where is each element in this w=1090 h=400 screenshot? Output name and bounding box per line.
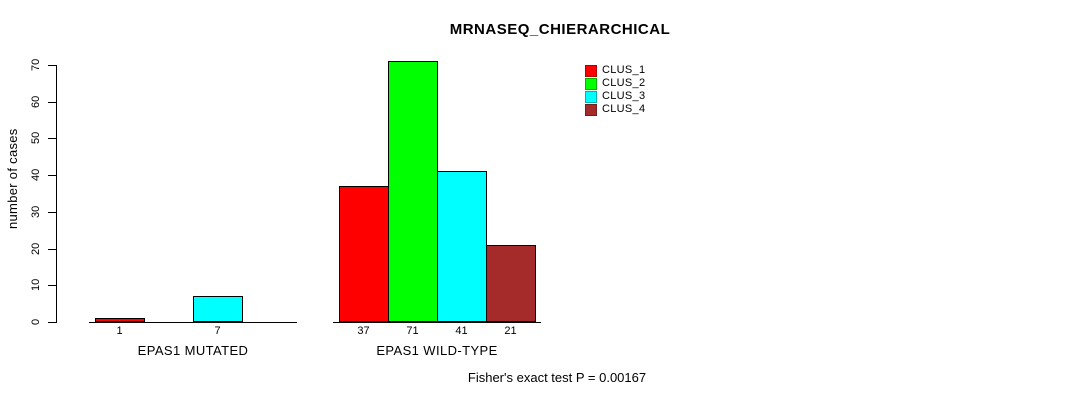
y-tick	[48, 249, 57, 250]
legend-label: CLUS_4	[602, 103, 646, 115]
bar-CLUS_2	[388, 61, 438, 322]
legend-swatch-CLUS_4	[585, 103, 597, 116]
bar-CLUS_1	[339, 186, 389, 322]
legend: CLUS_1 CLUS_2 CLUS_3 CLUS_4	[585, 64, 645, 116]
y-tick	[48, 65, 57, 66]
bar-CLUS_3	[437, 171, 487, 322]
x-axis-line	[333, 322, 541, 323]
y-tick	[48, 212, 57, 213]
x-axis-line	[89, 322, 297, 323]
legend-item: CLUS_3	[585, 90, 645, 103]
bar-value-label: 37	[357, 325, 370, 337]
y-tick	[48, 175, 57, 176]
y-tick	[48, 322, 57, 323]
legend-label: CLUS_1	[602, 64, 646, 76]
y-tick-label: 40	[30, 168, 42, 182]
footer-annotation: Fisher's exact test P = 0.00167	[467, 370, 647, 385]
y-tick-label: 50	[30, 131, 42, 145]
bar-value-label: 41	[455, 325, 468, 337]
y-tick-label: 70	[30, 58, 42, 72]
y-tick	[48, 102, 57, 103]
bar-value-label: 21	[504, 325, 517, 337]
y-tick-label: 30	[30, 205, 42, 219]
y-tick	[48, 138, 57, 139]
legend-item: CLUS_2	[585, 77, 645, 90]
bar-value-label: 7	[214, 325, 221, 337]
y-tick-label: 60	[30, 95, 42, 109]
legend-swatch-CLUS_3	[585, 90, 597, 103]
y-axis-line	[56, 65, 57, 323]
legend-swatch-CLUS_2	[585, 77, 597, 90]
bar-CLUS_3	[193, 296, 243, 322]
bar-CLUS_4	[486, 245, 536, 322]
legend-label: CLUS_3	[602, 90, 646, 102]
group-label: EPAS1 MUTATED	[137, 343, 249, 358]
legend-item: CLUS_4	[585, 103, 645, 116]
y-tick-label: 20	[30, 242, 42, 256]
bar-value-label: 1	[116, 325, 123, 337]
y-tick	[48, 285, 57, 286]
chart-title: MRNASEQ_CHIERARCHICAL	[449, 21, 671, 38]
legend-label: CLUS_2	[602, 77, 646, 89]
legend-item: CLUS_1	[585, 64, 645, 77]
legend-swatch-CLUS_1	[585, 64, 597, 77]
y-tick-label: 0	[30, 318, 42, 326]
group-label: EPAS1 WILD-TYPE	[376, 343, 498, 358]
bar-CLUS_1	[95, 318, 145, 322]
y-tick-label: 10	[30, 278, 42, 292]
bar-value-label: 71	[406, 325, 419, 337]
